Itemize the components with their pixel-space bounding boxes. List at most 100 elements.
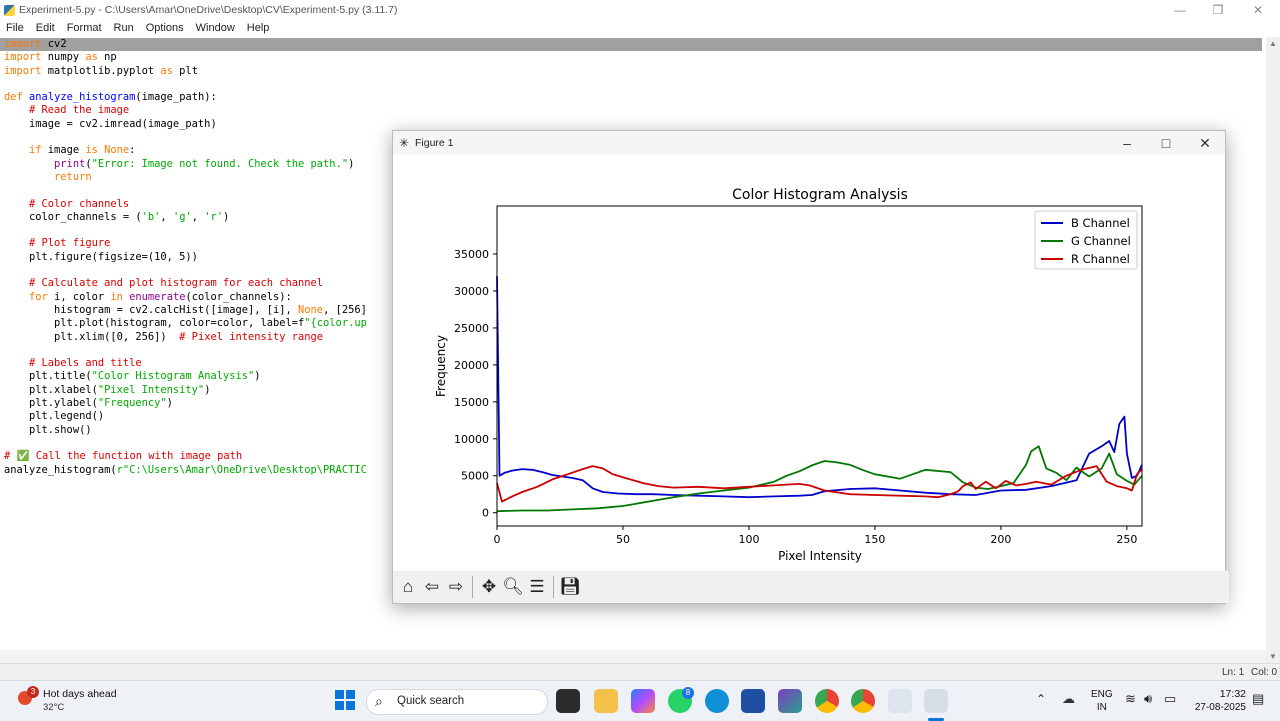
battery-icon[interactable]: ▭	[1164, 691, 1177, 706]
series-line-r-channel	[496, 465, 1143, 503]
back-icon[interactable]: ⇦	[424, 577, 440, 596]
maximize-button[interactable]: ❐	[1212, 3, 1224, 17]
code-line[interactable]: plt.xlabel("Pixel Intensity")	[4, 383, 211, 396]
y-tick-label: 0	[482, 507, 489, 520]
store-icon[interactable]	[741, 689, 765, 713]
minimize-button[interactable]: —	[1174, 3, 1186, 17]
menu-file[interactable]: File	[6, 22, 24, 34]
search-icon: ⌕	[375, 693, 383, 709]
code-line[interactable]: plt.show()	[4, 423, 92, 436]
code-line[interactable]: plt.ylabel("Frequency")	[4, 397, 173, 410]
code-line[interactable]: def analyze_histogram(image_path):	[4, 91, 217, 104]
menu-options[interactable]: Options	[145, 22, 184, 34]
app-icon[interactable]	[778, 689, 802, 713]
y-axis-label: Frequency	[434, 335, 448, 397]
code-line[interactable]: print("Error: Image not found. Check the…	[54, 157, 355, 170]
zoom-icon[interactable]: 🔍︎	[502, 577, 524, 596]
forward-icon[interactable]: ⇨	[448, 577, 464, 596]
configure-icon[interactable]: ☰	[529, 577, 545, 596]
scroll-up-icon[interactable]: ▲	[1269, 39, 1277, 48]
chevron-up-icon[interactable]: ⌃	[1036, 692, 1047, 706]
notification-icon[interactable]: ▤	[1252, 691, 1265, 706]
code-line[interactable]: import numpy as np	[4, 51, 117, 64]
code-line[interactable]: plt.figure(figsize=(10, 5))	[4, 250, 198, 263]
x-tick-label: 150	[864, 533, 885, 546]
onedrive-icon[interactable]: ☁	[1062, 691, 1075, 706]
column-indicator: Col: 0	[1251, 667, 1278, 678]
matplotlib-taskbar-icon[interactable]	[924, 689, 948, 713]
status-bar: Ln: 1 Col: 0	[0, 663, 1280, 681]
x-tick-label: 50	[616, 533, 630, 546]
y-tick-label: 35000	[454, 248, 489, 261]
code-line[interactable]: image = cv2.imread(image_path)	[4, 117, 217, 130]
menu-format[interactable]: Format	[66, 22, 102, 34]
search-placeholder: Quick search	[397, 695, 465, 707]
close-button[interactable]: ✕	[1252, 3, 1264, 17]
legend-label: G Channel	[1071, 234, 1131, 248]
figure-window[interactable]: ✳ Figure 1 – □ ✕ Color Histogram Analysi…	[392, 130, 1229, 604]
figure-title-bar: ✳ Figure 1 – □ ✕	[393, 131, 1225, 155]
code-line[interactable]: import matplotlib.pyplot as plt	[4, 64, 198, 77]
home-icon[interactable]: ⌂	[402, 577, 414, 596]
code-line[interactable]: if image is None:	[29, 144, 136, 157]
code-line[interactable]: # Calculate and plot histogram for each …	[29, 277, 324, 290]
wifi-icon[interactable]: ≋	[1125, 691, 1136, 706]
code-line[interactable]: color_channels = ('b', 'g', 'r')	[4, 210, 230, 223]
code-line[interactable]: # Labels and title	[29, 357, 142, 370]
language-indicator[interactable]: ENG IN	[1091, 689, 1113, 713]
x-tick-label: 100	[738, 533, 759, 546]
current-line-highlight	[0, 38, 1262, 51]
toolbar-separator	[472, 576, 473, 598]
code-line[interactable]: plt.plot(histogram, color=color, label=f…	[4, 317, 367, 330]
pan-icon[interactable]: ✥	[481, 577, 497, 596]
menu-run[interactable]: Run	[113, 22, 134, 34]
code-line[interactable]: import cv2	[4, 38, 67, 50]
code-line[interactable]: for i, color in enumerate(color_channels…	[29, 290, 292, 303]
weather-title[interactable]: Hot days ahead	[43, 688, 117, 700]
edge-icon[interactable]	[705, 689, 729, 713]
code-line[interactable]: plt.title("Color Histogram Analysis")	[4, 370, 261, 383]
code-line[interactable]: analyze_histogram(r"C:\Users\Amar\OneDri…	[4, 463, 367, 476]
series-line-b-channel	[496, 276, 1143, 499]
code-line[interactable]: # ✅ Call the function with image path	[4, 450, 243, 463]
clock-time[interactable]: 17:32	[1219, 688, 1246, 700]
python-idle-icon[interactable]	[888, 689, 912, 713]
vertical-scrollbar[interactable]: ▲ ▼	[1266, 37, 1280, 663]
copilot-icon[interactable]	[631, 689, 655, 713]
code-line[interactable]: plt.xlim([0, 256]) # Pixel intensity ran…	[4, 330, 324, 343]
code-line[interactable]: # Read the image	[29, 104, 130, 117]
chart-legend: B Channel G Channel R Channel	[1034, 210, 1138, 270]
x-tick-label: 200	[990, 533, 1011, 546]
x-axis-label: Pixel Intensity	[778, 549, 862, 563]
save-icon[interactable]: 💾︎	[559, 577, 581, 596]
scroll-down-icon[interactable]: ▼	[1269, 652, 1277, 661]
line-indicator: Ln: 1	[1222, 667, 1245, 678]
code-line[interactable]: return	[54, 170, 92, 183]
volume-icon[interactable]: 🔊︎	[1144, 691, 1153, 706]
code-text[interactable]: import cv2 import numpy as np import mat…	[4, 38, 367, 477]
x-tick-label: 250	[1116, 533, 1137, 546]
idle-window-title: Experiment-5.py - C:\Users\Amar\OneDrive…	[4, 4, 398, 16]
weather-badge: 3	[27, 686, 39, 698]
code-line[interactable]: plt.legend()	[4, 410, 105, 423]
figure-window-title: Figure 1	[415, 137, 454, 149]
histogram-chart[interactable]: Color Histogram Analysis 0 50 100 150 200 250…	[393, 155, 1225, 571]
menu-help[interactable]: Help	[246, 22, 270, 34]
figure-close-button[interactable]: ✕	[1199, 135, 1211, 151]
idle-menu-bar: File Edit Format Run Options Window Help	[0, 20, 1280, 37]
menu-edit[interactable]: Edit	[35, 22, 55, 34]
figure-minimize-button[interactable]: –	[1123, 135, 1131, 151]
chrome-profile-icon[interactable]	[851, 689, 875, 713]
figure-maximize-button[interactable]: □	[1161, 135, 1171, 151]
start-icon[interactable]	[335, 690, 355, 710]
code-line[interactable]: histogram = cv2.calcHist([image], [i], N…	[4, 303, 367, 316]
task-view-icon[interactable]	[556, 689, 580, 713]
code-line[interactable]: # Plot figure	[29, 237, 111, 250]
horizontal-scrollbar[interactable]	[0, 650, 1266, 663]
clock-date[interactable]: 27-08-2025	[1194, 702, 1246, 713]
chrome-icon[interactable]	[815, 689, 839, 713]
menu-window[interactable]: Window	[195, 22, 235, 34]
code-line[interactable]: # Color channels	[29, 197, 130, 210]
file-explorer-icon[interactable]	[594, 689, 618, 713]
search-box[interactable]: ⌕ Quick search	[366, 689, 548, 715]
